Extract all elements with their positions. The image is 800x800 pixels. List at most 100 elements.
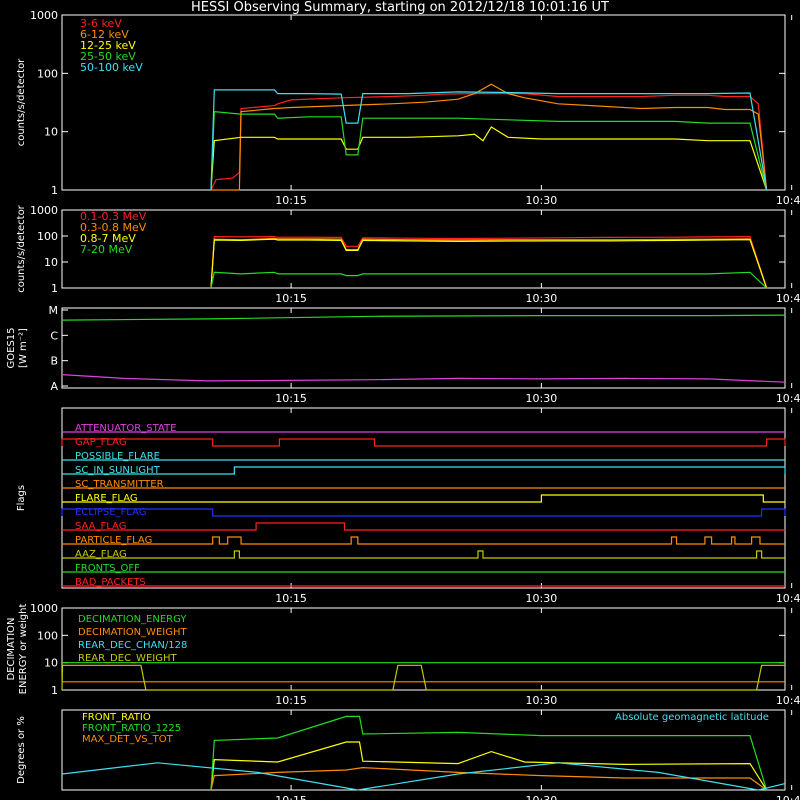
flag-line-FLARE_FLAG	[62, 494, 785, 503]
x-tick-label: 10:15	[275, 392, 307, 405]
flag-label: SC_TRANSMITTER	[75, 479, 164, 490]
legend-entry: 25-50 keV	[80, 50, 136, 63]
y-axis-label: GOES15	[6, 327, 17, 368]
legend-entry: 3-6 keV	[80, 17, 122, 30]
flag-label: BAD_PACKETS	[75, 577, 146, 588]
panel-frame	[61, 709, 786, 791]
legend-entry: 0.8-7 MeV	[80, 232, 136, 245]
series-line-12-25 keV	[210, 126, 768, 191]
y-tick-label: 100	[37, 629, 58, 642]
y-axis-label: Flags	[16, 485, 27, 511]
flag-line-SAA_FLAG	[62, 522, 785, 531]
y-axis-label: counts/s/detector	[16, 204, 27, 292]
flag-line-PARTICLE_FLAG	[62, 536, 785, 545]
x-tick-label: 10:30	[526, 592, 558, 605]
y-axis-label: counts/s/detector	[16, 58, 27, 146]
y-tick-label: M	[49, 304, 59, 317]
y-axis-label: Degrees or %	[16, 716, 27, 784]
series-line-25-50 keV	[210, 111, 768, 191]
y-tick-label: 1000	[30, 602, 58, 615]
y-tick-label: C	[50, 329, 58, 342]
flag-label: AAZ_FLAG	[75, 549, 127, 560]
flag-label: POSSIBLE_FLARE	[75, 451, 160, 462]
series-line-short	[61, 374, 786, 383]
flag-label: SC_IN_SUNLIGHT	[75, 465, 161, 476]
y-axis-label-2: [W m⁻²]	[18, 328, 29, 368]
y-tick-label: 1	[51, 684, 58, 697]
y-tick-label: 1	[51, 282, 58, 295]
x-tick-label: 10:15	[275, 794, 307, 800]
y-axis-label: DECIMATION	[6, 617, 17, 680]
series-line-FRONT_RATIO_1225	[210, 715, 768, 791]
y-tick-label: 10	[44, 126, 58, 139]
flag-line-ECLIPSE_FLAG	[61, 508, 786, 517]
x-tick-label: 10:15	[275, 194, 307, 207]
flag-label: FRONTS_OFF	[75, 563, 140, 574]
series-line-6-12 keV	[211, 83, 768, 191]
legend-entry: 7-20 MeV	[80, 243, 133, 256]
series-line-0.1-0.3 MeV	[210, 235, 768, 289]
legend-entry: FRONT_RATIO_1225	[82, 723, 181, 734]
x-tick-label: 10:30	[526, 292, 558, 305]
series-line-0.8-7 MeV	[210, 238, 768, 289]
flag-label: PARTICLE_FLAG	[75, 535, 152, 546]
panel-frame	[61, 209, 786, 289]
x-tick-label: 10:45	[776, 194, 800, 207]
legend-entry: 50-100 keV	[80, 61, 143, 74]
flag-line-GAP_FLAG	[61, 438, 786, 447]
legend-entry: 6-12 keV	[80, 28, 129, 41]
panel-frame	[61, 607, 786, 691]
y-tick-label: 1000	[30, 9, 58, 22]
x-tick-label: 10:30	[526, 694, 558, 707]
series-line-0.3-0.8 MeV	[210, 237, 768, 289]
flag-label: ECLIPSE_FLAG	[75, 507, 146, 518]
x-tick-label: 10:45	[776, 392, 800, 405]
series-line-long	[61, 314, 786, 321]
x-tick-label: 10:30	[526, 194, 558, 207]
y-tick-label: 10	[44, 657, 58, 670]
y-tick-label: 1000	[30, 204, 58, 217]
series-line-FRONT_RATIO	[210, 741, 768, 791]
legend-entry: REAR_DEC_WEIGHT	[78, 653, 177, 664]
x-tick-label: 10:15	[275, 694, 307, 707]
x-tick-label: 10:45	[776, 694, 800, 707]
y-tick-label: A	[50, 380, 58, 393]
flag-label: GAP_FLAG	[75, 437, 127, 448]
panel-frame	[61, 307, 786, 389]
legend-entry: 0.3-0.8 MeV	[80, 221, 147, 234]
flag-label: FLARE_FLAG	[75, 493, 138, 504]
flag-label: ATTENUATOR_STATE	[75, 423, 176, 434]
y-tick-label: 1	[51, 184, 58, 197]
x-tick-label: 10:15	[275, 592, 307, 605]
flag-line-SC_IN_SUNLIGHT	[62, 466, 786, 475]
legend-entry: REAR_DEC_CHAN/128	[78, 640, 187, 651]
legend-entry: DECIMATION_ENERGY	[78, 614, 187, 625]
flag-label: SAA_FLAG	[75, 521, 126, 532]
x-tick-label: 10:45	[776, 794, 800, 800]
y-tick-label: 10	[44, 256, 58, 269]
series-line-7-20 MeV	[210, 271, 768, 289]
annotation-geomagnetic: Absolute geomagnetic latitude	[615, 712, 769, 723]
x-tick-label: 10:45	[776, 592, 800, 605]
legend-entry: DECIMATION_WEIGHT	[78, 627, 187, 638]
y-tick-label: 100	[37, 67, 58, 80]
series-line-Absolute geomagnetic latitude	[61, 762, 786, 791]
y-axis-label-2: ENERGY or weight	[18, 604, 29, 695]
legend-entry: MAX_DET_VS_TOT	[82, 734, 174, 745]
panel-frame	[61, 14, 786, 191]
x-tick-label: 10:15	[275, 292, 307, 305]
y-tick-label: 100	[37, 230, 58, 243]
legend-entry: 12-25 keV	[80, 39, 136, 52]
flag-line-AAZ_FLAG	[62, 550, 785, 559]
legend-entry: FRONT_RATIO	[82, 712, 151, 723]
x-tick-label: 10:30	[526, 794, 558, 800]
x-tick-label: 10:45	[776, 292, 800, 305]
x-tick-label: 10:30	[526, 392, 558, 405]
page-title: HESSI Observing Summary, starting on 201…	[191, 0, 609, 15]
panel-frame	[61, 407, 786, 589]
series-line-REAR_DEC_WEIGHT	[61, 664, 785, 691]
legend-entry: 0.1-0.3 MeV	[80, 210, 147, 223]
series-line-50-100 keV	[210, 89, 768, 191]
y-tick-label: B	[50, 355, 58, 368]
